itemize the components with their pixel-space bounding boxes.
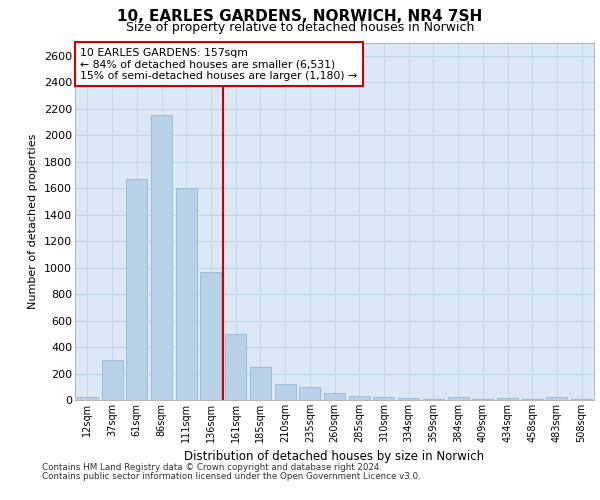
Bar [547, 398, 568, 400]
Bar [497, 398, 518, 400]
Bar [176, 188, 197, 400]
Bar [423, 398, 444, 400]
Bar [373, 398, 394, 400]
Text: Contains HM Land Registry data © Crown copyright and database right 2024.: Contains HM Land Registry data © Crown c… [42, 464, 382, 472]
Bar [349, 396, 370, 400]
Bar [225, 334, 246, 400]
X-axis label: Distribution of detached houses by size in Norwich: Distribution of detached houses by size … [184, 450, 485, 464]
Text: Size of property relative to detached houses in Norwich: Size of property relative to detached ho… [126, 22, 474, 35]
Bar [398, 398, 419, 400]
Bar [77, 398, 98, 400]
Bar [200, 272, 221, 400]
Bar [324, 394, 345, 400]
Bar [299, 387, 320, 400]
Text: 10 EARLES GARDENS: 157sqm
← 84% of detached houses are smaller (6,531)
15% of se: 10 EARLES GARDENS: 157sqm ← 84% of detac… [80, 48, 358, 81]
Text: 10, EARLES GARDENS, NORWICH, NR4 7SH: 10, EARLES GARDENS, NORWICH, NR4 7SH [118, 9, 482, 24]
Bar [101, 360, 122, 400]
Text: Contains public sector information licensed under the Open Government Licence v3: Contains public sector information licen… [42, 472, 421, 481]
Y-axis label: Number of detached properties: Number of detached properties [28, 134, 38, 309]
Bar [126, 179, 147, 400]
Bar [275, 384, 296, 400]
Bar [448, 398, 469, 400]
Bar [250, 367, 271, 400]
Bar [472, 398, 493, 400]
Bar [151, 116, 172, 400]
